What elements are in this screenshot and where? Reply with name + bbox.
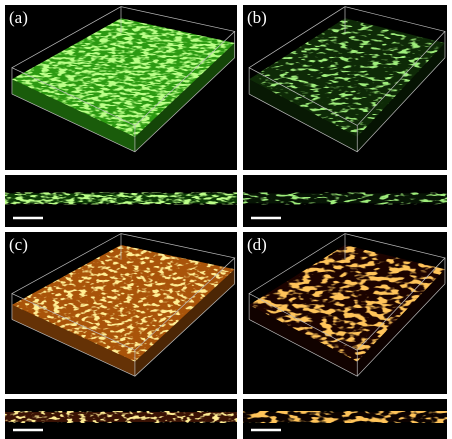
panel: (c) [5,232,237,439]
section-texture [243,411,447,423]
panel-label: (a) [9,8,28,27]
panel: (b) [243,5,447,227]
panel-label: (b) [247,8,267,27]
panel: (a) [5,5,237,227]
panel-label: (c) [9,235,28,254]
figure: (a) (b) (c) (d) [0,0,452,439]
section-texture [5,192,237,204]
section-texture [5,411,237,423]
panel: (d) [243,232,447,439]
section-texture [243,192,447,204]
panel-label: (d) [247,235,267,254]
